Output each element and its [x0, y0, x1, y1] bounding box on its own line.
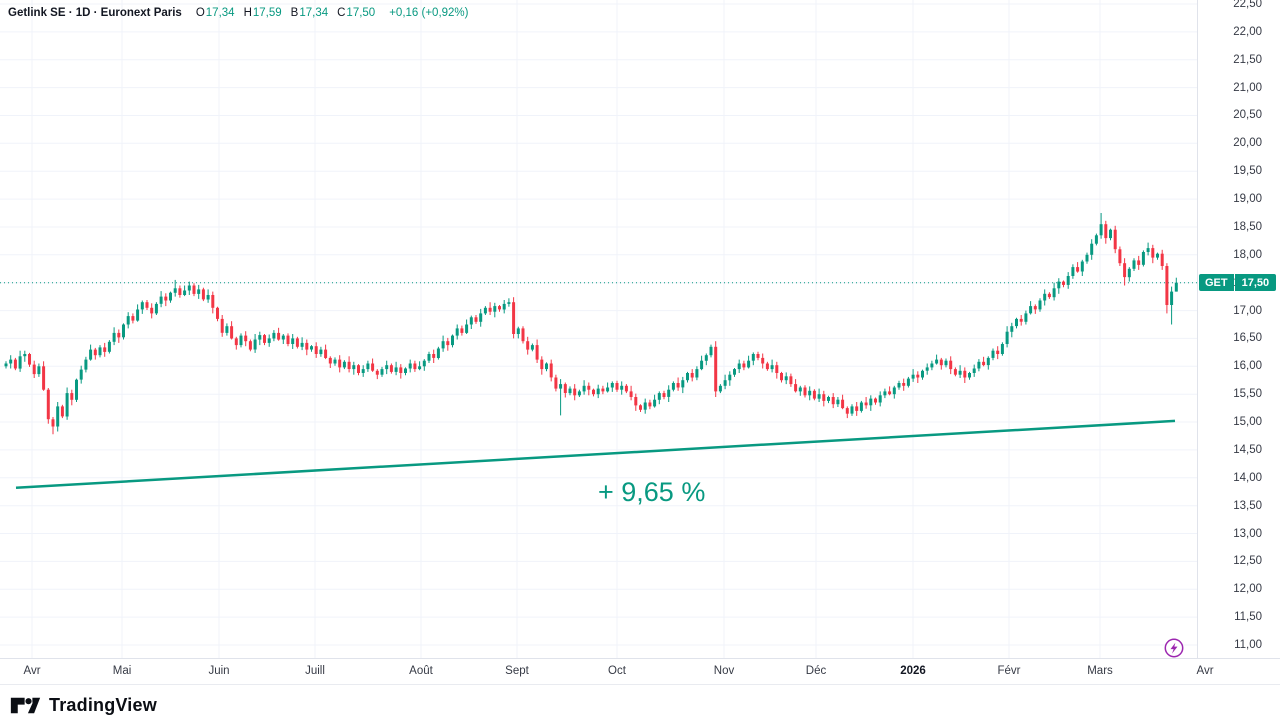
- time-tick: Sept: [505, 665, 529, 677]
- price-tick: 18,00: [1233, 248, 1262, 261]
- flash-icon[interactable]: [1162, 636, 1186, 660]
- time-axis[interactable]: Avr Mai Juin Juill Août Sept Oct Nov Déc 2026 Févr…: [0, 658, 1280, 685]
- price-tick: 12,00: [1233, 583, 1262, 596]
- ohlc-item: H17,59: [243, 7, 282, 19]
- chart-legend: Getlink SE · 1D · Euronext Paris O17,34 H…: [8, 7, 468, 19]
- time-tick: Avr: [23, 665, 41, 677]
- ohlc-values: O17,34 H17,59 B17,34 C17,50: [196, 7, 375, 19]
- footer: TradingView: [0, 686, 1280, 724]
- price-tick: 15,00: [1233, 416, 1262, 429]
- time-tick: Mars: [1087, 665, 1113, 677]
- price-tick: 22,50: [1233, 0, 1262, 10]
- ohlc-item: C17,50: [337, 7, 376, 19]
- ohlc-item: B17,34: [290, 7, 329, 19]
- time-tick: 2026: [900, 665, 926, 677]
- time-tick: Juill: [305, 665, 325, 677]
- price-tick: 14,50: [1233, 443, 1262, 456]
- last-price-value: 17,50: [1234, 274, 1277, 291]
- price-tick: 13,00: [1233, 527, 1262, 540]
- price-tick: 11,50: [1234, 611, 1262, 624]
- price-tick: 14,00: [1233, 471, 1262, 484]
- price-tick: 13,50: [1233, 499, 1262, 512]
- time-tick: Nov: [713, 665, 735, 677]
- time-tick: Avr: [1196, 665, 1214, 677]
- price-tick: 17,00: [1233, 304, 1262, 317]
- time-tick: Déc: [805, 665, 827, 677]
- price-tick: 21,00: [1233, 81, 1262, 94]
- price-tick: 11,00: [1234, 639, 1262, 651]
- price-tick: 20,50: [1233, 109, 1262, 122]
- price-tick: 20,00: [1233, 137, 1262, 150]
- symbol-title[interactable]: Getlink SE · 1D · Euronext Paris: [8, 7, 182, 19]
- change-value: +0,16 (+0,92%): [389, 7, 469, 19]
- time-tick: Oct: [608, 665, 626, 677]
- ohlc-item: O17,34: [195, 7, 235, 19]
- price-tick: 21,50: [1233, 53, 1262, 66]
- time-tick: Mai: [112, 665, 132, 677]
- price-axis[interactable]: 22,50 22,00 21,50 21,00 20,50 20,00 19,50 19,00…: [1197, 0, 1280, 658]
- price-tick: 12,50: [1233, 555, 1262, 568]
- price-tick: 22,00: [1233, 25, 1262, 38]
- price-tick: 18,50: [1233, 220, 1262, 233]
- time-tick: Févr: [997, 665, 1021, 677]
- trendline-percent-label[interactable]: + 9,65 %: [598, 477, 706, 507]
- price-tick: 15,50: [1233, 388, 1262, 401]
- tradingview-logo[interactable]: TradingView: [10, 694, 157, 717]
- tradingview-logo-icon: [10, 697, 41, 713]
- last-price-symbol: GET: [1199, 274, 1234, 291]
- candlestick-chart: [0, 0, 1197, 658]
- price-tick: 19,50: [1233, 165, 1262, 178]
- price-tick: 16,50: [1233, 332, 1262, 345]
- price-tick: 19,00: [1233, 193, 1262, 206]
- time-tick: Août: [409, 665, 433, 677]
- price-tick: 16,00: [1233, 360, 1262, 373]
- last-price-label: GET 17,50: [1199, 274, 1277, 291]
- tradingview-brand-text: TradingView: [49, 694, 157, 715]
- time-tick: Juin: [208, 665, 230, 677]
- chart-plot-area[interactable]: Getlink SE · 1D · Euronext Paris O17,34 H…: [0, 0, 1197, 658]
